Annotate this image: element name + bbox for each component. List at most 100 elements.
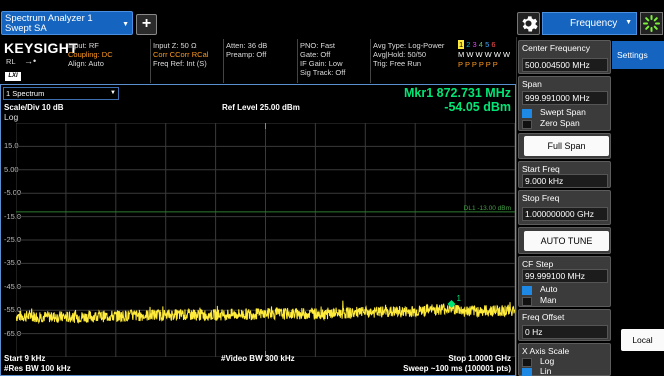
trace-1: 1 [458, 40, 465, 49]
freq-offset-key[interactable]: Freq Offset 0 Hz [518, 309, 611, 341]
selected-indicator [522, 109, 532, 119]
display-line-label: DL1 -13.00 dBm [464, 205, 511, 212]
auto-label: Auto [540, 284, 558, 294]
trace-5: 5 [485, 40, 490, 49]
video-bandwidth: #Video BW 300 kHz [221, 354, 295, 363]
swept-span-option[interactable]: Swept Span [522, 107, 586, 119]
start-freq-label: Start Freq [522, 164, 560, 174]
marker-amplitude: -54.05 dBm [444, 100, 511, 114]
trace-2: 2 [466, 40, 471, 49]
sig-track-setting: Sig Track: Off [300, 68, 346, 77]
window-selector[interactable]: 1 Spectrum ▼ [3, 87, 119, 100]
marker-number: 1 [456, 294, 461, 303]
cf-step-man-option[interactable]: Man [522, 295, 557, 307]
frequency-menu-label: Frequency [570, 18, 618, 29]
span-key[interactable]: Span 999.991000 MHz Swept Span Zero Span [518, 76, 611, 131]
x-axis-log-option[interactable]: Log [522, 356, 554, 368]
measurement-info-bar[interactable]: KEYSIGHT RL →• LXI Input: RF Coupling: D… [0, 37, 516, 84]
keysight-logo: KEYSIGHT [4, 40, 78, 56]
trace-6: 6 [491, 40, 496, 49]
start-freq-value[interactable]: 9.000 kHz [522, 174, 608, 188]
marker-frequency: Mkr1 872.731 MHz [403, 86, 511, 100]
gear-icon[interactable] [517, 12, 540, 35]
instrument-header: KEYSIGHT RL →• LXI Input: RF Coupling: D… [2, 39, 150, 83]
center-frequency-value[interactable]: 500.004500 MHz [522, 58, 608, 72]
align-setting: Align: Auto [68, 59, 104, 68]
resolution-bandwidth: #Res BW 100 kHz [4, 364, 71, 373]
frequency-menu-dropdown[interactable]: Frequency ▼ [542, 12, 637, 35]
span-value[interactable]: 999.991000 MHz [522, 91, 608, 105]
avg-hold-setting: Avg|Hold: 50/50 [373, 50, 427, 59]
y-axis-tick-label: -65.0 [4, 328, 22, 338]
y-axis-tick-label: -55.0 [4, 305, 22, 315]
chevron-down-icon: ▼ [625, 19, 632, 26]
spectrum-window[interactable]: 1 Spectrum ▼ Scale/Div 10 dB Ref Level 2… [0, 84, 516, 376]
swept-span-label: Swept Span [540, 107, 586, 117]
tab-spectrum-analyzer[interactable]: Spectrum Analyzer 1 Swept SA ▼ [1, 11, 133, 35]
full-span-key[interactable]: Full Span [518, 133, 611, 159]
x-axis-lin-option[interactable]: Lin [522, 366, 551, 376]
center-frequency-key[interactable]: Center Frequency 500.004500 MHz [518, 40, 611, 74]
cf-step-key[interactable]: CF Step 99.999100 MHz Auto Man [518, 256, 611, 307]
span-label: Span [522, 79, 542, 89]
auto-tune-button[interactable]: AUTO TUNE [524, 231, 609, 251]
full-span-button[interactable]: Full Span [524, 136, 609, 156]
gate-setting: Gate: Off [300, 50, 331, 59]
log-scale-label: Log [4, 112, 19, 122]
coupling-setting: Coupling: DC [68, 50, 113, 59]
busy-spinner-icon[interactable] [640, 12, 663, 35]
y-axis-tick-label: -35.0 [4, 258, 22, 268]
lxi-icon: LXI [5, 72, 21, 81]
unselected-indicator [522, 358, 532, 368]
local-button[interactable]: Local [621, 329, 664, 351]
divider [150, 39, 151, 83]
x-axis-scale-label: X Axis Scale [522, 346, 570, 356]
selected-indicator [522, 368, 532, 376]
spectrum-plot[interactable]: DL1 -13.00 dBm 1 [16, 123, 515, 357]
corr-setting: Corr CCorr RCal [153, 50, 209, 59]
y-axis-tick-label: -5.00 [4, 188, 22, 198]
y-axis-tick-label: 15.0 [4, 141, 19, 151]
cf-step-value[interactable]: 99.999100 MHz [522, 269, 608, 283]
input-z-setting: Input Z: 50 Ω [153, 41, 197, 50]
zero-span-option[interactable]: Zero Span [522, 118, 580, 130]
x-axis-scale-key[interactable]: X Axis Scale Log Lin [518, 343, 611, 376]
if-gain-setting: IF Gain: Low [300, 59, 343, 68]
atten-setting: Atten: 36 dB [226, 41, 268, 50]
stop-frequency: Stop 1.0000 GHz [448, 354, 511, 363]
freq-offset-value[interactable]: 0 Hz [522, 325, 608, 339]
add-screen-button[interactable]: + [136, 14, 157, 35]
preamp-setting: Preamp: Off [226, 50, 267, 59]
window-title: 1 Spectrum [6, 89, 45, 98]
unselected-indicator [522, 120, 532, 130]
trace-3: 3 [472, 40, 477, 49]
start-frequency-key[interactable]: Start Freq 9.000 kHz [518, 161, 611, 188]
tab-title: Spectrum Analyzer 1 [5, 13, 93, 24]
y-axis-tick-label: -15.0 [4, 211, 22, 221]
divider [370, 39, 371, 83]
trace-detectors: P P P P P P [458, 60, 498, 69]
chevron-down-icon: ▼ [122, 21, 129, 28]
stop-frequency-key[interactable]: Stop Freq 1.000000000 GHz [518, 190, 611, 225]
man-label: Man [540, 295, 557, 305]
trig-setting: Trig: Free Run [373, 59, 422, 68]
center-frequency-label: Center Frequency [522, 43, 591, 53]
selected-indicator [522, 286, 532, 296]
tab-subtitle: Swept SA [5, 23, 47, 34]
log-label: Log [540, 356, 555, 366]
lin-label: Lin [540, 366, 552, 376]
trace-numbers: 1 2 3 4 5 6 [458, 40, 515, 50]
sweep-time: Sweep ~100 ms (100001 pts) [403, 364, 511, 373]
pno-setting: PNO: Fast [300, 41, 336, 50]
marker-diamond [447, 299, 456, 308]
start-frequency: Start 9 kHz [4, 354, 46, 363]
stop-freq-value[interactable]: 1.000000000 GHz [522, 207, 608, 221]
unselected-indicator [522, 297, 532, 307]
chevron-down-icon: ▼ [110, 90, 116, 96]
settings-tab[interactable]: Settings [612, 41, 664, 69]
divider [297, 39, 298, 83]
trace-modes: M W W W W W [458, 50, 511, 59]
cf-step-auto-option[interactable]: Auto [522, 284, 558, 296]
trace-indicator[interactable]: 1 2 3 4 5 6 M W W W W W P P P P P P [458, 40, 515, 80]
auto-tune-key[interactable]: AUTO TUNE [518, 227, 611, 254]
